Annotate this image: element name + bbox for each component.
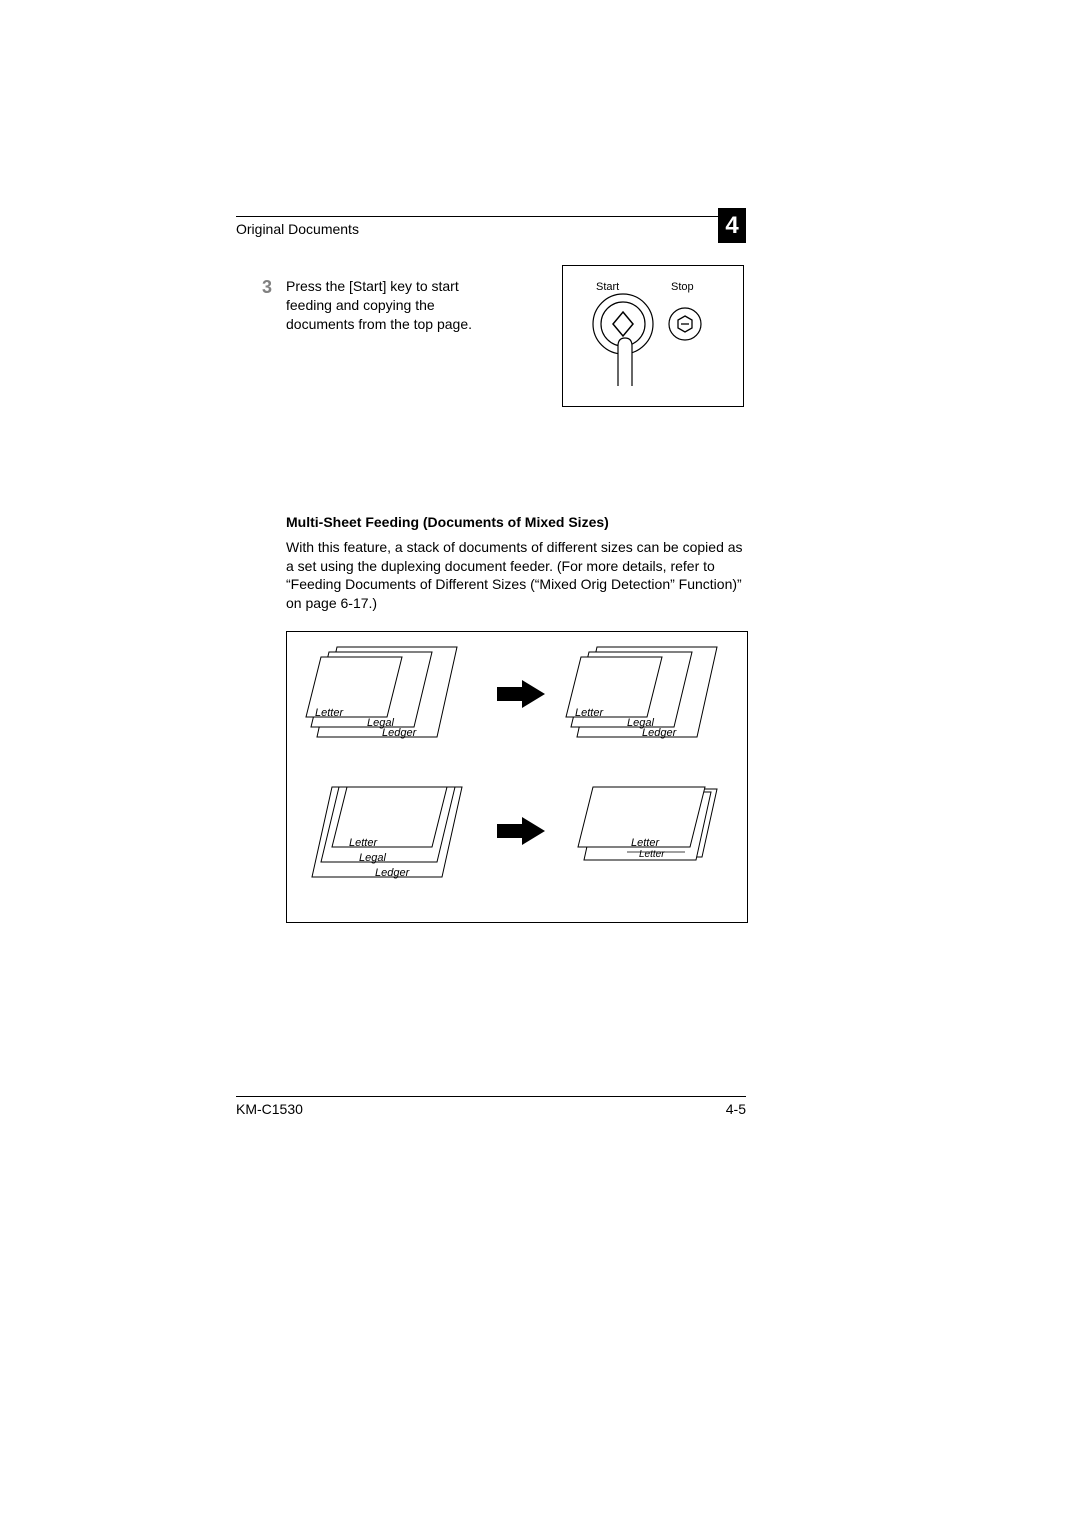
label-letter: Letter: [349, 837, 378, 849]
arrow-icon: [497, 817, 545, 845]
chapter-number-box: 4: [718, 208, 746, 243]
page: Original Documents 3 Press the [Start] k…: [0, 0, 1080, 1528]
section-heading: Multi-Sheet Feeding (Documents of Mixed …: [286, 514, 746, 530]
chapter-number: 4: [725, 212, 738, 239]
label-letter: Letter: [575, 707, 604, 719]
header-rule: [236, 216, 746, 217]
label-ledger: Ledger: [642, 727, 678, 739]
start-label: Start: [596, 281, 619, 293]
header-title: Original Documents: [236, 221, 746, 237]
label-letter: Letter: [631, 837, 660, 849]
mixed-size-diagram: Letter Legal Ledger Letter Legal Ledger: [286, 631, 748, 923]
label-ledger: Ledger: [382, 727, 418, 739]
section-body: With this feature, a stack of documents …: [286, 538, 746, 614]
footer-rule: [236, 1096, 746, 1097]
label-legal: Legal: [359, 852, 386, 864]
label-ledger: Ledger: [375, 867, 411, 879]
footer-page: 4-5: [726, 1101, 746, 1117]
step-text: Press the [Start] key to start feeding a…: [286, 277, 506, 334]
finger-icon: [618, 338, 632, 386]
footer-model: KM-C1530: [236, 1101, 303, 1117]
step-number: 3: [236, 277, 272, 334]
arrow-icon: [497, 680, 545, 708]
start-stop-diagram: Start Stop: [562, 265, 744, 407]
footer: KM-C1530 4-5: [236, 1096, 746, 1117]
footer-row: KM-C1530 4-5: [236, 1101, 746, 1117]
label-letter: Letter: [315, 707, 344, 719]
label-letter: Letter: [639, 849, 665, 860]
stop-label: Stop: [671, 281, 694, 293]
